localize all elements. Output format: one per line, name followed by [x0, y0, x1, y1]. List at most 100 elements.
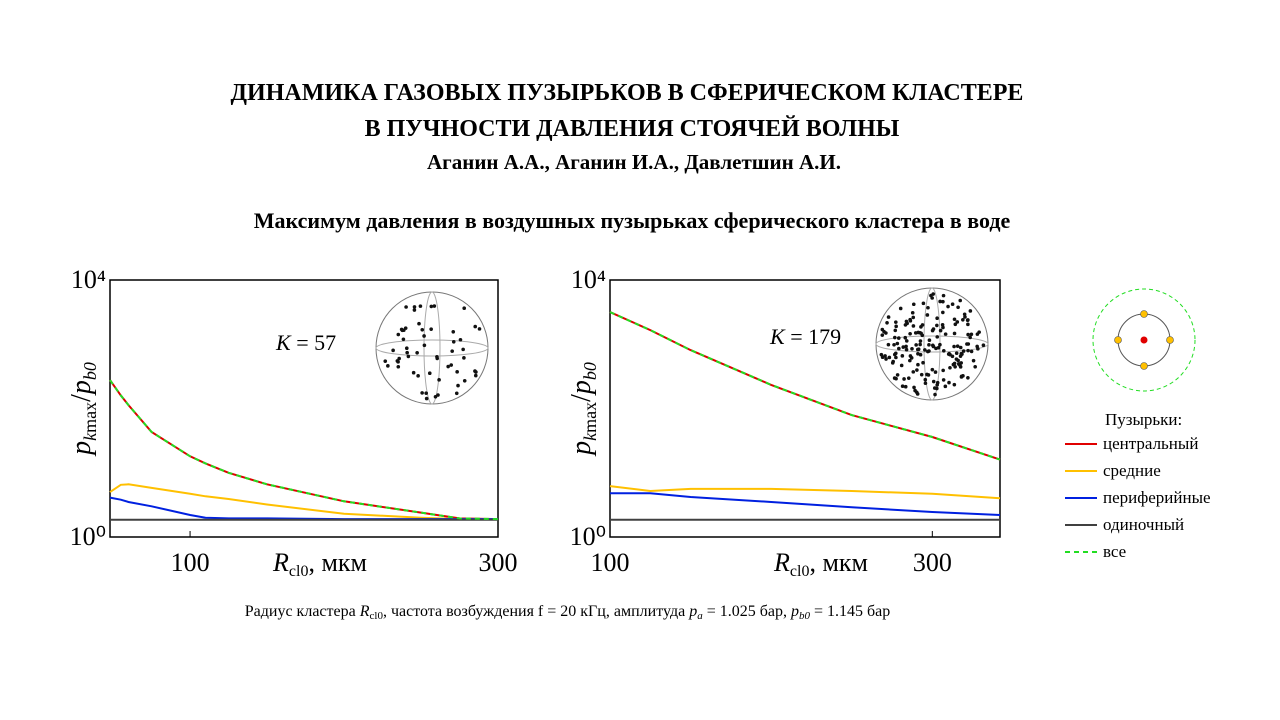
cluster-dot: [424, 396, 429, 401]
cluster-dot: [955, 344, 960, 348]
cluster-dot: [915, 392, 920, 396]
y-axis-label: pkmax/pb0: [66, 362, 100, 457]
y-label-part: max: [580, 402, 600, 433]
y-tick-label: 10⁴: [571, 265, 606, 294]
cluster-dot: [894, 355, 898, 360]
cluster-dot: [975, 332, 980, 336]
cluster-dot: [422, 334, 426, 338]
cluster-dot: [420, 327, 425, 332]
cluster-dot: [918, 342, 922, 347]
cluster-dot: [921, 360, 925, 365]
cluster-dot: [894, 324, 898, 329]
cluster-dot: [894, 376, 898, 381]
cluster-dot: [477, 327, 482, 331]
cluster-dot: [451, 329, 456, 334]
cluster-dot: [910, 346, 914, 351]
cluster-dot: [925, 313, 930, 317]
cluster-dot: [959, 374, 964, 379]
x-label-part: R: [272, 548, 289, 577]
cluster-dot: [932, 386, 937, 390]
cluster-dot: [923, 377, 928, 382]
cluster-dot: [965, 342, 969, 346]
cluster-dot: [887, 355, 892, 360]
series-line: [109, 379, 499, 521]
cluster-dot: [966, 376, 970, 380]
cluster-dot: [938, 299, 942, 304]
cluster-dot: [968, 309, 973, 313]
series-line: [109, 379, 499, 521]
dot: [1140, 362, 1148, 370]
x-tick-label: 100: [171, 548, 210, 577]
cluster-dot: [927, 343, 931, 347]
cluster-dot: [397, 356, 401, 361]
cluster-dot: [938, 328, 943, 333]
cluster-dot: [959, 361, 963, 365]
y-label-part: k: [580, 432, 600, 441]
cluster-dot: [461, 347, 465, 352]
cluster-dot: [943, 332, 948, 336]
cluster-dot: [404, 346, 409, 351]
cluster-dot: [916, 330, 921, 335]
annotation-part: K: [769, 324, 786, 349]
cluster-dot: [952, 344, 956, 349]
cluster-dot: [941, 368, 945, 373]
cluster-dot: [415, 350, 419, 355]
cluster-dot: [981, 343, 986, 348]
annotation: K = 179: [769, 324, 841, 349]
cluster-dot: [895, 373, 900, 377]
cluster-dot: [915, 368, 919, 372]
cluster-dot: [427, 371, 432, 376]
x-label-part: R: [773, 548, 790, 577]
cluster-dot: [925, 372, 929, 377]
cluster-dot: [386, 364, 390, 368]
cluster-dot: [901, 345, 906, 349]
y-axis-label: pkmax/pb0: [566, 362, 600, 457]
cluster-dot: [886, 315, 891, 319]
legend-title: Пузырьки:: [1105, 410, 1182, 429]
cluster-dot: [473, 373, 478, 378]
cluster-dot: [436, 393, 440, 397]
cluster-dot: [462, 378, 467, 383]
cluster-dot: [908, 317, 912, 322]
cluster-dot: [923, 348, 927, 352]
legend-label: центральный: [1103, 434, 1198, 453]
dot: [1140, 310, 1148, 318]
caption-part: cl0: [369, 610, 383, 622]
cluster-dot: [911, 315, 916, 320]
cluster-dot: [935, 380, 940, 385]
cluster-dot: [893, 351, 898, 356]
cluster-dot: [952, 361, 957, 366]
cluster-dot: [947, 351, 951, 356]
cluster-dot: [412, 308, 417, 312]
cluster-dot: [918, 352, 923, 357]
cluster-dot: [424, 391, 428, 395]
cluster-dot: [911, 302, 916, 307]
cluster-dot: [406, 354, 411, 359]
cluster-dot: [923, 381, 928, 386]
cluster-dot: [931, 379, 936, 384]
x-label-part: , мкм: [308, 548, 367, 577]
cluster-dot: [953, 322, 958, 327]
cluster-dot: [952, 317, 957, 322]
legend-label: одиночный: [1103, 515, 1184, 534]
cluster-dot: [458, 337, 463, 342]
cluster-dot: [396, 360, 400, 364]
cluster-dot: [416, 374, 420, 378]
cluster-dot: [890, 361, 895, 365]
cluster-dot: [919, 372, 924, 377]
y-label-part: max: [80, 402, 100, 433]
cluster-dot: [894, 320, 898, 324]
cluster-dot: [943, 384, 948, 389]
cluster-dot: [918, 339, 923, 343]
cluster-dot: [941, 348, 946, 353]
x-axis-label: Rcl0, мкм: [773, 548, 868, 580]
cluster-dot: [383, 359, 388, 363]
cluster-dot: [956, 305, 960, 310]
cluster-dot: [973, 364, 977, 369]
caption-part: = 1.145 бар: [809, 603, 891, 620]
cluster-dot: [911, 370, 916, 374]
cluster-dot: [935, 335, 940, 339]
cluster-dot: [958, 345, 963, 350]
cluster-dot: [903, 335, 908, 340]
y-label-part: p: [566, 380, 597, 396]
